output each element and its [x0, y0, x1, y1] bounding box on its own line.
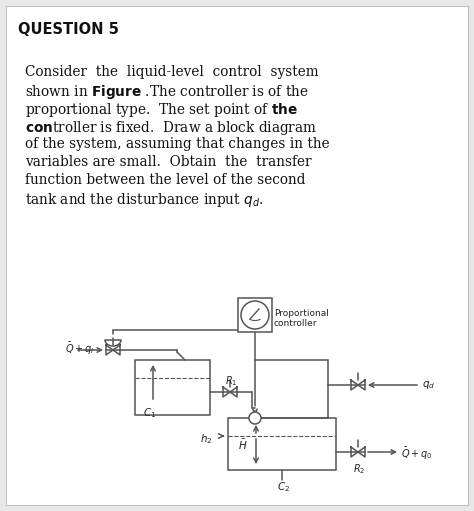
Text: function between the level of the second: function between the level of the second — [25, 173, 306, 187]
Text: $R_2$: $R_2$ — [353, 462, 365, 476]
Text: $h_2$: $h_2$ — [200, 432, 212, 446]
Text: proportional type.  The set point of $\mathbf{the}$: proportional type. The set point of $\ma… — [25, 101, 298, 119]
Text: $\mathbf{con}$troller is fixed.  Draw a block diagram: $\mathbf{con}$troller is fixed. Draw a b… — [25, 119, 317, 137]
Text: $\bar{Q}+q_0$: $\bar{Q}+q_0$ — [401, 446, 433, 462]
FancyBboxPatch shape — [6, 6, 468, 505]
Text: $q_d$: $q_d$ — [422, 379, 435, 391]
Text: Consider  the  liquid-level  control  system: Consider the liquid-level control system — [25, 65, 319, 79]
Circle shape — [241, 301, 269, 329]
Bar — [228, 418, 336, 470]
Text: variables are small.  Obtain  the  transfer: variables are small. Obtain the transfer — [25, 155, 311, 169]
Text: $C_1$: $C_1$ — [143, 406, 156, 420]
Text: $\bar{H}$: $\bar{H}$ — [238, 438, 247, 452]
Text: Proportional
controller: Proportional controller — [274, 309, 329, 329]
Bar — [238, 298, 272, 332]
Bar — [135, 360, 210, 415]
Text: shown in $\mathbf{Figure}$ .The controller is of the: shown in $\mathbf{Figure}$ .The controll… — [25, 83, 309, 101]
Text: $\bar{Q}+q_i$: $\bar{Q}+q_i$ — [65, 341, 95, 357]
Text: of the system, assuming that changes in the: of the system, assuming that changes in … — [25, 137, 329, 151]
Circle shape — [249, 412, 261, 424]
Text: tank and the disturbance input $q_d$.: tank and the disturbance input $q_d$. — [25, 191, 264, 209]
Text: $C_2$: $C_2$ — [277, 480, 290, 494]
Text: $R_1$: $R_1$ — [225, 374, 237, 388]
Text: QUESTION 5: QUESTION 5 — [18, 22, 119, 37]
